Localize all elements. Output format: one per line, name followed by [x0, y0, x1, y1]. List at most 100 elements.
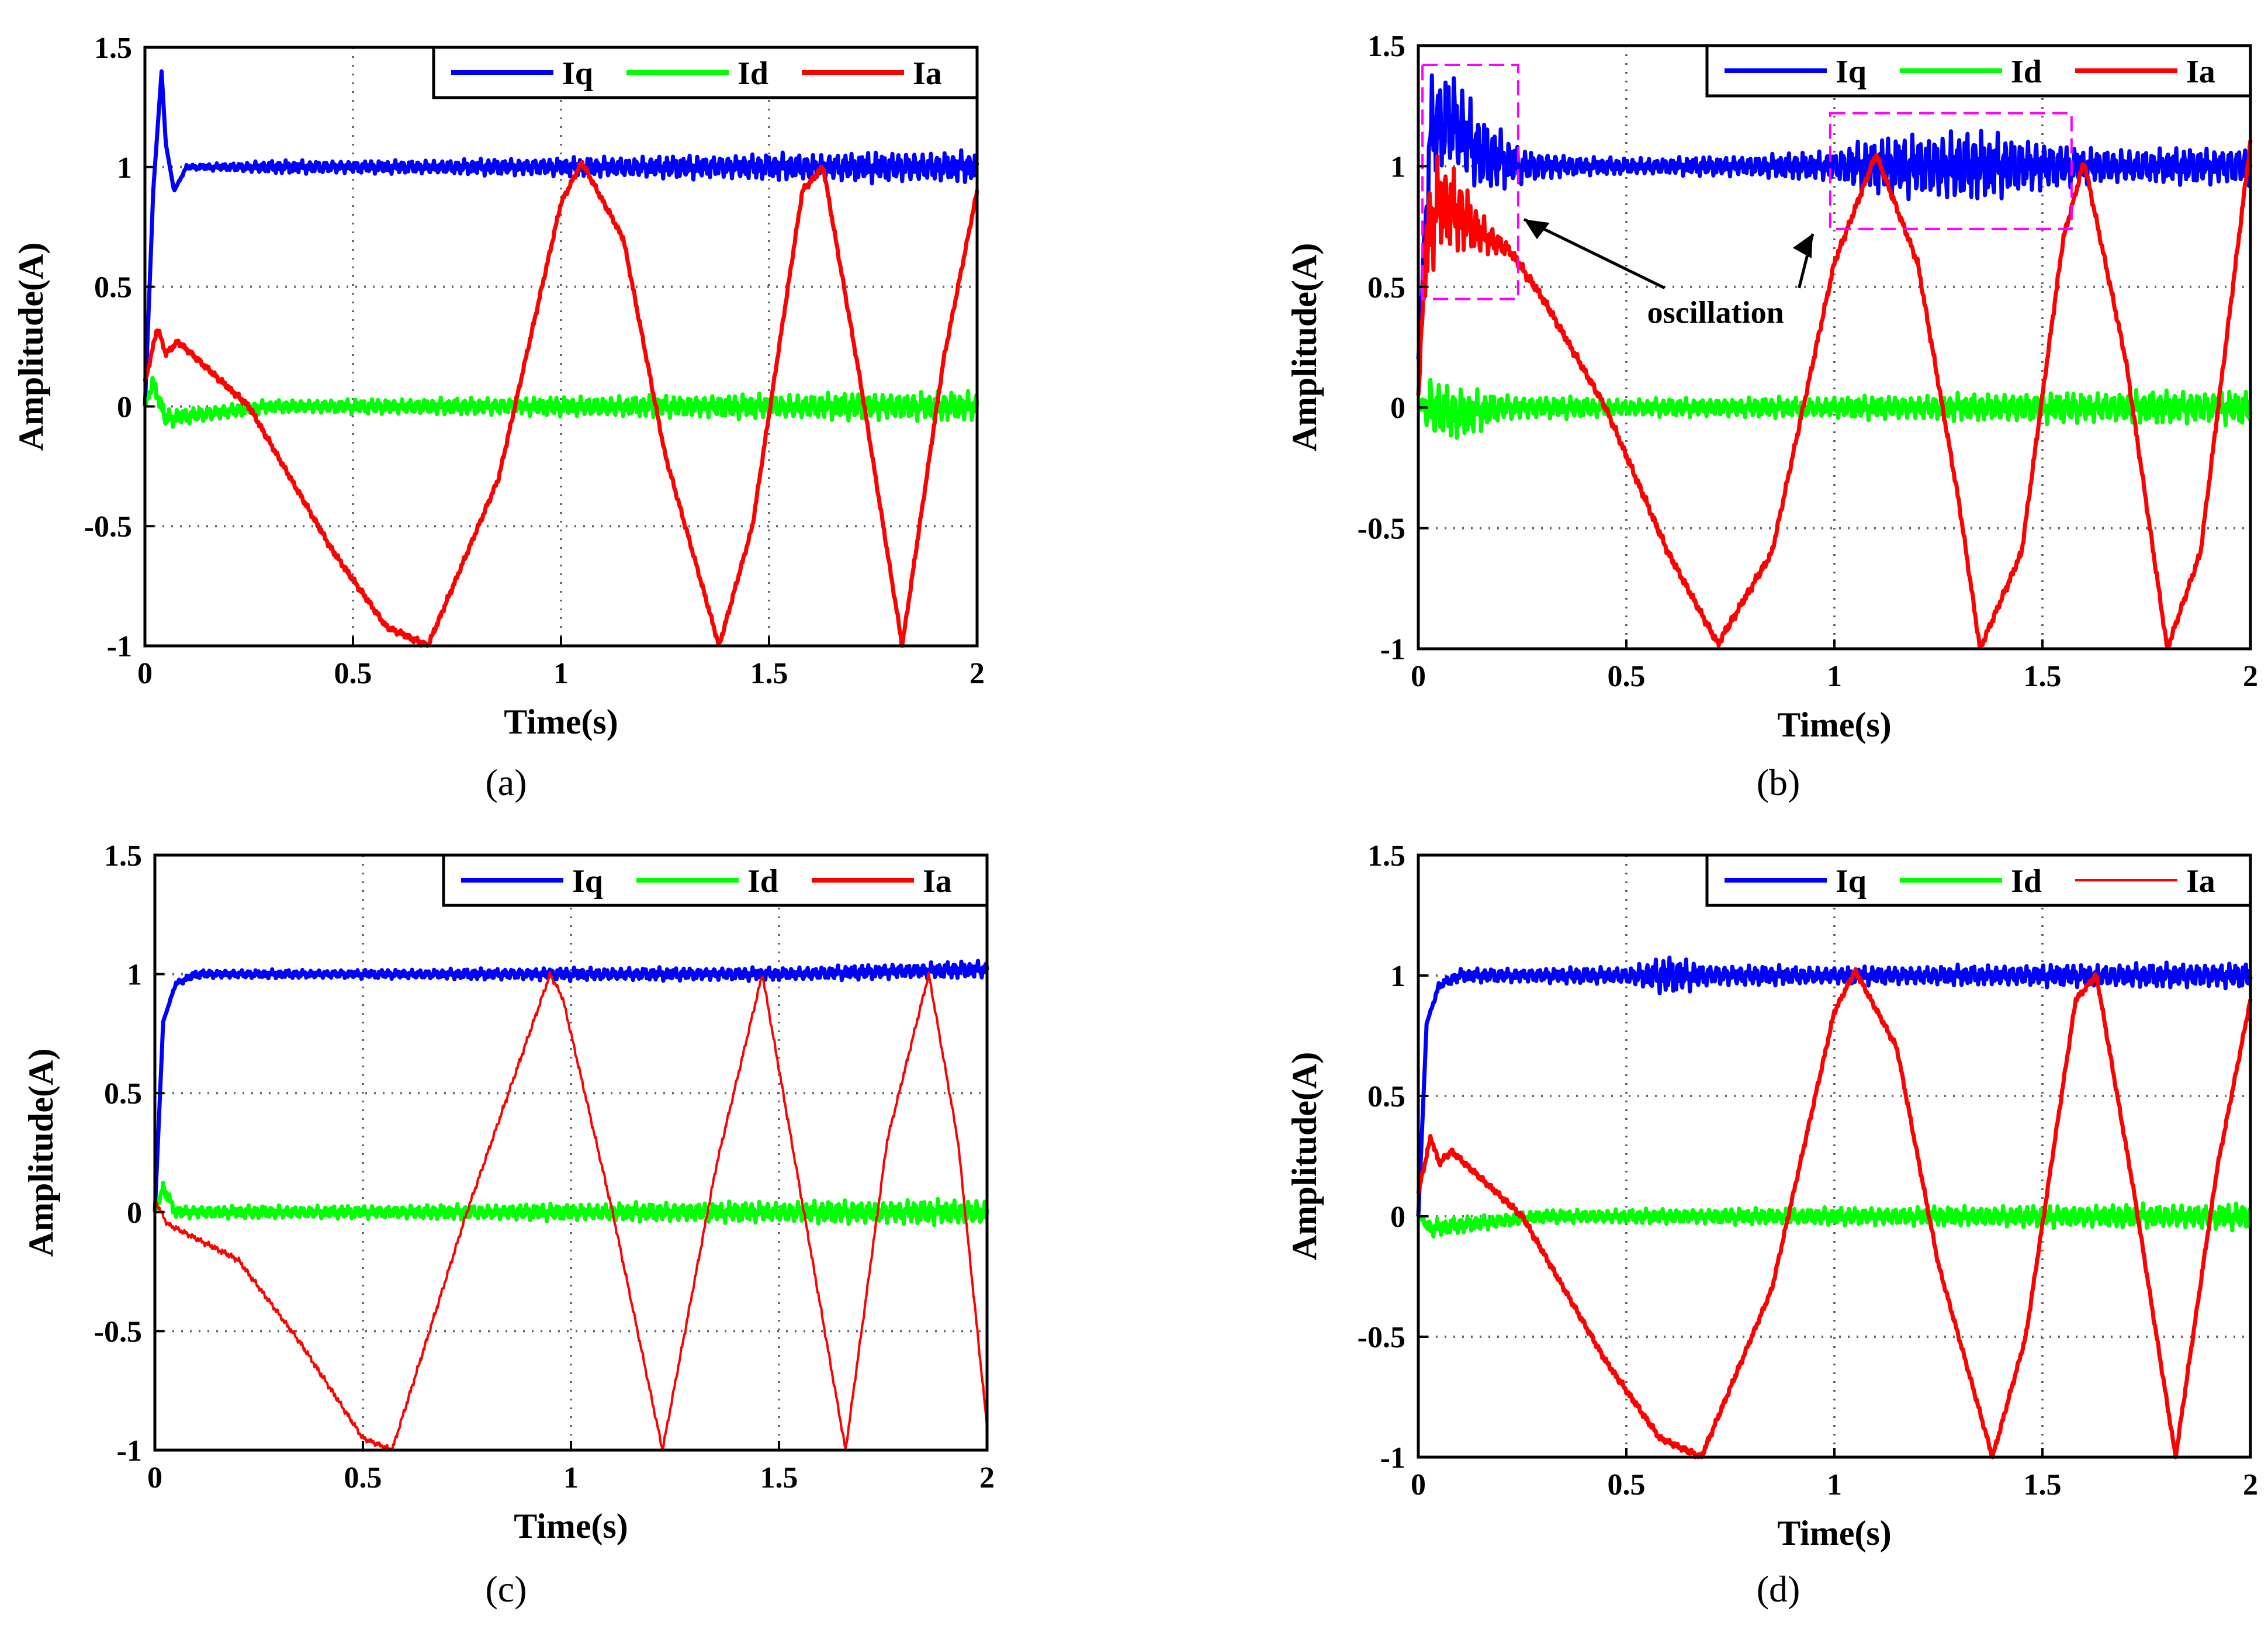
y-tick-label: 0.5: [104, 1077, 142, 1111]
x-axis-label: Time(s): [1777, 705, 1892, 744]
x-tick-label: 2: [969, 657, 985, 690]
y-tick-label: -1: [117, 1434, 142, 1468]
x-axis-label: Time(s): [504, 703, 618, 741]
legend-label-iq: Iq: [1836, 54, 1867, 90]
series-group: [153, 959, 989, 1451]
plot-frame: [1417, 853, 2252, 1459]
x-tick-label: 0: [147, 1461, 162, 1495]
y-tick-label: 1: [1390, 960, 1405, 993]
y-tick-label: -0.5: [94, 1315, 142, 1348]
series-line-ia: [1416, 967, 2253, 1459]
arrow-head: [1523, 219, 1550, 240]
x-tick-label: 1.5: [750, 657, 788, 690]
x-axis-label: Time(s): [514, 1507, 628, 1545]
series-line-iq: [143, 69, 979, 407]
panel-caption: (a): [485, 762, 527, 803]
y-tick-label: 1.5: [94, 32, 132, 65]
legend-label-iq: Iq: [1836, 863, 1867, 900]
series-line-id: [1417, 378, 2253, 440]
series-group: [143, 69, 979, 648]
y-axis-label: Amplitude(A): [1285, 243, 1324, 452]
x-tick-label: 1: [553, 657, 569, 690]
y-tick-label: 0.5: [1367, 271, 1405, 305]
legend: Iq Id Ia: [432, 46, 979, 99]
panel-caption: (d): [1757, 1568, 1800, 1610]
x-tick-label: 1.5: [2024, 660, 2062, 693]
annotation-arrow: [1792, 233, 1815, 289]
series-line-id: [143, 376, 979, 429]
series-line-ia: [1416, 140, 2253, 649]
y-tick-label: 0.5: [1367, 1080, 1405, 1113]
x-tick-label: 0: [1411, 1468, 1426, 1502]
x-tick-label: 0: [137, 657, 153, 690]
highlight-box: [1421, 64, 1519, 300]
annotation-arrow: [1523, 217, 1665, 289]
x-tick-label: 0: [1411, 660, 1426, 693]
series-line-iq: [1416, 955, 2253, 1217]
y-tick-label: 0: [127, 1196, 142, 1230]
y-tick-label: 0: [1390, 392, 1405, 425]
legend: Iq Id Ia: [1705, 44, 2252, 98]
series-line-ia: [154, 971, 988, 1451]
panel-d: 0 0.5 1 1.5 2 -1 -0.5 0 0.5 1 1.5 Time(s) Amplitude(…: [1285, 839, 2258, 1610]
y-tick-label: -0.5: [84, 510, 132, 544]
y-tick-label: -1: [1380, 1441, 1405, 1475]
panel-a: 0 0.5 1 1.5 2 -1 -0.5 0 0.5 1 1.5 Time(s) Amplitude(…: [12, 32, 985, 803]
series-group: [1416, 73, 2253, 649]
x-tick-label: 2: [979, 1461, 995, 1495]
x-tick-label: 1.5: [760, 1461, 798, 1495]
x-tick-label: 0.5: [1608, 660, 1646, 693]
y-tick-label: 0.5: [94, 271, 132, 305]
x-tick-label: 0.5: [334, 657, 372, 690]
legend-label-iq: Iq: [562, 56, 593, 92]
legend: Iq Id Ia: [1705, 853, 2252, 907]
y-tick-label: 1: [1390, 150, 1405, 184]
y-tick-label: -1: [107, 630, 132, 663]
grid: [1418, 855, 2250, 1457]
y-axis-label: Amplitude(A): [22, 1049, 60, 1257]
panel-b: oscillation 0 0.5 1 1.5 2 -1 -0.5 0 0.5 1 1.5 Time(s…: [1285, 30, 2258, 803]
grid: [1418, 46, 2250, 649]
legend-label-ia: Ia: [913, 56, 942, 92]
x-tick-label: 1: [563, 1461, 579, 1495]
series-line-iq: [1416, 73, 2253, 359]
y-tick-label: 1.5: [1367, 839, 1405, 873]
x-tick-label: 1: [1827, 660, 1842, 693]
x-tick-label: 2: [2243, 660, 2258, 693]
series-group: [1416, 955, 2253, 1459]
x-tick-label: 2: [2243, 1468, 2258, 1502]
legend-label-ia: Ia: [2186, 54, 2215, 90]
legend-label-id: Id: [2011, 54, 2042, 90]
legend-label-id: Id: [737, 56, 768, 92]
legend-label-iq: Iq: [572, 863, 603, 900]
y-tick-label: -0.5: [1358, 513, 1405, 546]
y-tick-label: 1: [127, 959, 142, 992]
x-tick-label: 0.5: [344, 1461, 382, 1495]
annotation-text: oscillation: [1647, 295, 1784, 330]
plot-frame: [1417, 44, 2252, 651]
legend-label-id: Id: [2011, 863, 2042, 900]
highlight-box: [1829, 112, 2073, 230]
series-line-id: [1417, 1201, 2253, 1239]
y-tick-label: 0: [1390, 1201, 1405, 1234]
y-tick-label: 1.5: [1367, 30, 1405, 63]
arrow-head: [1792, 233, 1813, 258]
series-line-ia: [143, 160, 979, 648]
y-tick-label: -1: [1380, 633, 1405, 666]
series-line-iq: [153, 959, 989, 1212]
x-tick-label: 0.5: [1608, 1468, 1646, 1502]
arrow-line: [1523, 217, 1665, 289]
y-axis-label: Amplitude(A): [1285, 1052, 1324, 1261]
legend: Iq Id Ia: [442, 853, 989, 907]
panel-caption: (b): [1757, 762, 1800, 803]
x-tick-label: 1.5: [2024, 1468, 2062, 1502]
y-tick-label: 1.5: [104, 839, 142, 873]
y-tick-label: 0: [117, 390, 132, 424]
series-line-id: [153, 1181, 989, 1227]
legend-label-ia: Ia: [923, 863, 952, 900]
y-axis-label: Amplitude(A): [12, 243, 50, 451]
legend-label-id: Id: [747, 863, 778, 900]
x-tick-label: 1: [1827, 1468, 1842, 1502]
y-tick-label: 1: [117, 151, 132, 185]
